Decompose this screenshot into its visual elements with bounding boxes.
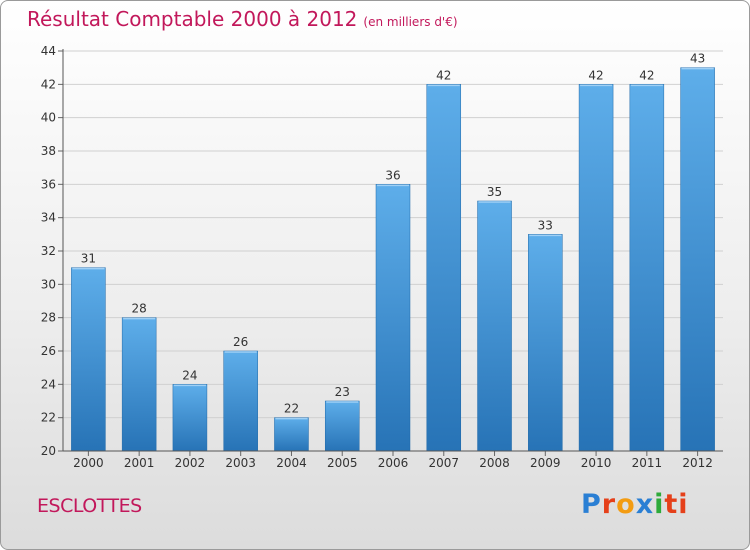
chart-title: Résultat Comptable 2000 à 2012 (en millie…	[27, 7, 458, 31]
y-tick-label: 38	[41, 144, 56, 158]
x-axis-ticks: 2000 2001 2002 2003 2004 2005 2006 2007 2008 2009…	[73, 451, 713, 470]
x-tick-label: 2000	[73, 456, 104, 470]
data-label: 23	[335, 385, 350, 399]
bar	[172, 384, 208, 452]
y-tick-label: 34	[41, 211, 56, 225]
y-tick-label: 44	[41, 44, 56, 58]
x-tick-label: 2009	[530, 456, 561, 470]
y-tick-label: 32	[41, 244, 56, 258]
x-tick-label: 2006	[378, 456, 409, 470]
logo-letter: r	[601, 489, 617, 520]
bar	[71, 267, 106, 452]
y-axis-ticks: 20 22 24 26 28 30 32 34 36 38 40 42 44	[41, 44, 63, 458]
axes	[62, 49, 723, 452]
x-tick-label: 2012	[682, 456, 713, 470]
y-tick-label: 20	[41, 444, 56, 458]
proxiti-logo: Proxiti	[581, 489, 689, 520]
data-label: 33	[538, 218, 553, 232]
y-tick-label: 24	[41, 377, 56, 391]
data-label: 43	[690, 52, 705, 66]
x-tick-label: 2010	[581, 456, 612, 470]
bar	[528, 234, 563, 452]
data-label: 22	[284, 402, 299, 416]
bar	[477, 200, 512, 452]
x-tick-label: 2008	[479, 456, 510, 470]
logo-letter: x	[635, 489, 655, 520]
bar	[426, 84, 462, 452]
data-labels: 31 28 24 26 22 23 36 42 35 33 42 42 43	[81, 52, 706, 416]
logo-letter: P	[581, 489, 602, 520]
y-tick-label: 22	[41, 411, 56, 425]
bar	[223, 350, 258, 452]
x-tick-label: 2005	[327, 456, 358, 470]
data-label: 31	[81, 252, 96, 266]
x-tick-label: 2003	[225, 456, 256, 470]
y-tick-label: 42	[41, 77, 56, 91]
bar	[578, 84, 614, 452]
y-tick-label: 36	[41, 177, 56, 191]
data-label: 42	[436, 68, 451, 82]
data-label: 42	[639, 68, 654, 82]
bar	[121, 317, 157, 452]
commune-name: ESCLOTTES	[37, 495, 142, 517]
x-tick-label: 2002	[175, 456, 206, 470]
logo-letter: i	[654, 489, 665, 520]
bar	[375, 184, 411, 452]
data-label: 24	[182, 368, 197, 382]
x-tick-label: 2004	[276, 456, 307, 470]
chart-unit: (en milliers d'€)	[363, 15, 458, 29]
data-label: 35	[487, 185, 502, 199]
logo-letter: ti	[664, 489, 689, 520]
bar	[324, 400, 360, 452]
logo-letter: o	[616, 489, 636, 520]
y-tick-label: 40	[41, 111, 56, 125]
data-label: 28	[132, 302, 147, 316]
data-label: 36	[385, 168, 400, 182]
bar	[274, 417, 309, 452]
x-tick-label: 2011	[632, 456, 663, 470]
data-label: 42	[588, 68, 603, 82]
data-label: 26	[233, 335, 248, 349]
bar	[629, 84, 665, 452]
bar	[680, 67, 715, 452]
x-tick-label: 2007	[428, 456, 459, 470]
y-tick-label: 28	[41, 311, 56, 325]
bars	[71, 67, 715, 452]
x-tick-label: 2001	[124, 456, 155, 470]
y-tick-label: 26	[41, 344, 56, 358]
chart-title-text: Résultat Comptable 2000 à 2012	[27, 7, 358, 31]
y-tick-label: 30	[41, 277, 56, 291]
